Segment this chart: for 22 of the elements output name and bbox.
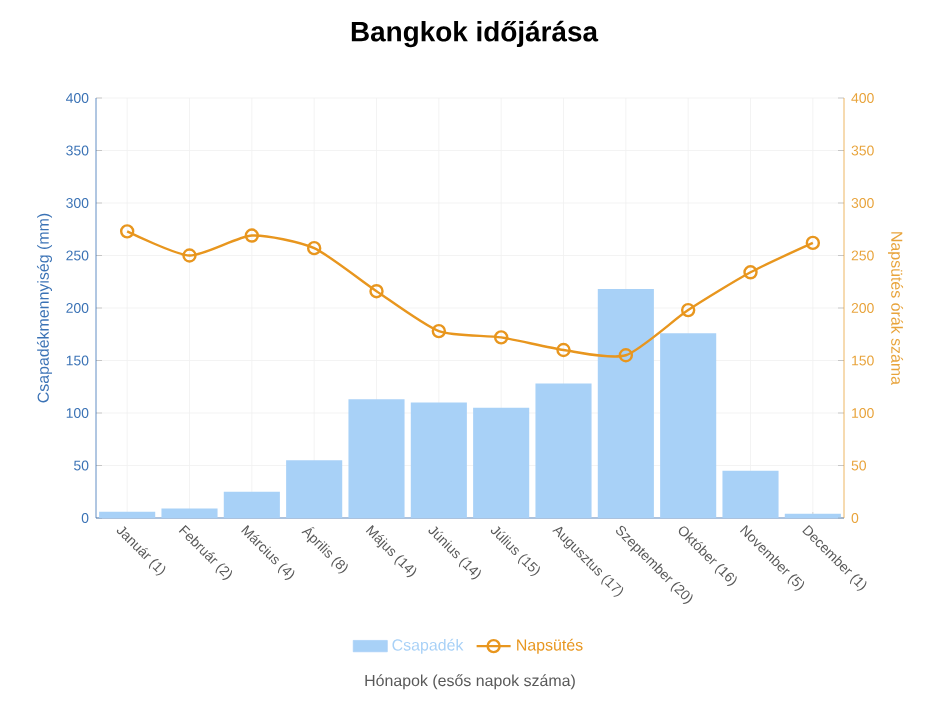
point <box>680 302 696 318</box>
bar <box>161 508 218 518</box>
point <box>431 323 447 339</box>
bar <box>535 383 592 518</box>
chart-title: Bangkok időjárása <box>351 20 599 48</box>
bar <box>473 407 530 518</box>
point <box>306 240 322 256</box>
bar <box>722 470 779 518</box>
bar <box>597 289 654 518</box>
point <box>618 348 634 363</box>
bar <box>223 491 280 518</box>
bar <box>410 402 467 518</box>
bar <box>286 460 343 518</box>
bar <box>99 511 156 518</box>
bar <box>348 399 405 518</box>
point <box>743 265 758 280</box>
point <box>182 248 197 263</box>
point <box>244 228 260 243</box>
point <box>493 330 509 345</box>
bar <box>660 333 717 518</box>
point <box>556 342 571 358</box>
point <box>369 284 384 299</box>
